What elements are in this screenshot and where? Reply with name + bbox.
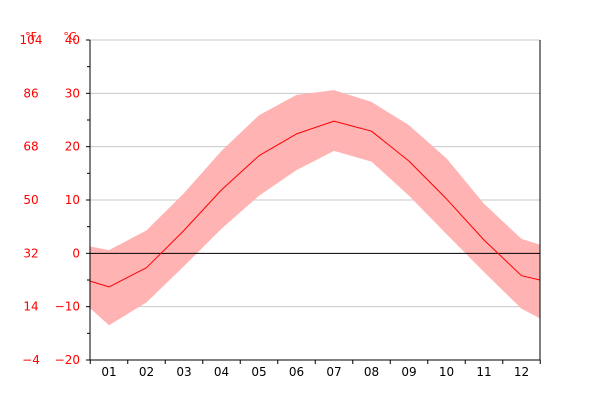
min-max-band [90,90,540,326]
month-label: 09 [401,365,416,379]
month-label: 11 [476,365,491,379]
month-label: 06 [289,365,304,379]
celsius-tick-label: 10 [65,193,80,207]
month-label: 03 [176,365,191,379]
celsius-unit-label: °C [63,30,77,43]
celsius-tick-label: 40 [65,33,80,47]
fahrenheit-tick-label: −4 [22,353,40,367]
fahrenheit-tick-label: 86 [23,86,38,100]
temperature-range-band [90,90,540,326]
celsius-tick-label: −20 [55,353,80,367]
month-label: 01 [101,365,116,379]
month-label: 05 [251,365,266,379]
fahrenheit-unit-label: °F [25,30,37,43]
fahrenheit-tick-label: 68 [23,140,38,154]
fahrenheit-tick-label: 32 [23,246,38,260]
month-label: 12 [514,365,529,379]
mean-line-layer [89,120,541,288]
fahrenheit-tick-label: 50 [23,193,38,207]
month-label: 08 [364,365,379,379]
month-label: 07 [326,365,341,379]
month-label: 04 [214,365,229,379]
fahrenheit-tick-label: 104 [20,33,43,47]
month-label: 10 [439,365,454,379]
tick-labels: −20 −4 −10 14 0 32 10 50 20 68 30 86 40 104 01 02 03 04 05… [20,33,530,379]
fahrenheit-tick-label: 14 [23,300,38,314]
celsius-tick-label: −10 [55,300,80,314]
month-label: 02 [139,365,154,379]
celsius-tick-label: 30 [65,86,80,100]
mean-temperature-line [89,120,541,288]
axes [86,39,541,364]
celsius-tick-label: 0 [72,246,80,260]
celsius-tick-label: 20 [65,140,80,154]
